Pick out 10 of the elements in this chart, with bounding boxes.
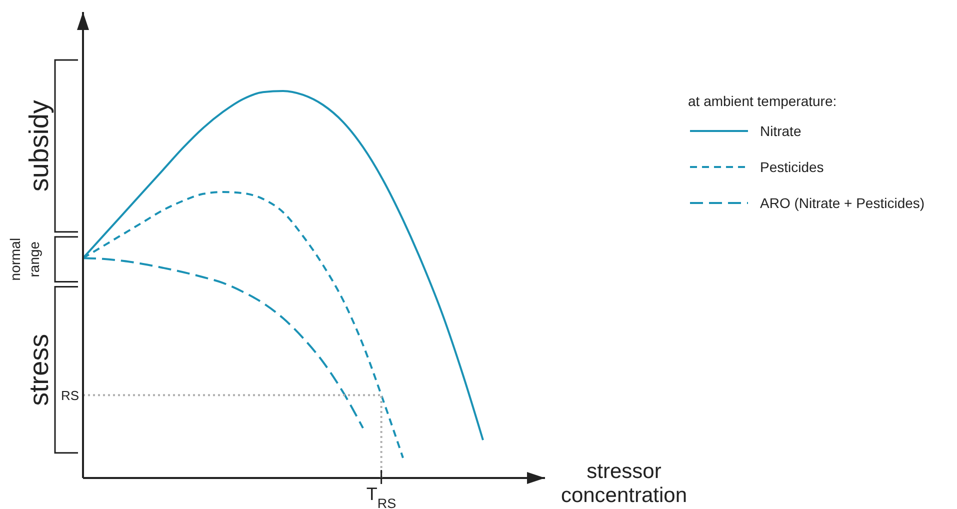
text: subsidy — [24, 100, 54, 192]
text: normal range — [7, 238, 42, 281]
legend-label: ARO (Nitrate + Pesticides) — [760, 195, 925, 211]
ref-line-label: RS — [60, 388, 80, 404]
text: stress — [24, 334, 54, 406]
legend-label: Nitrate — [760, 123, 802, 139]
legend-title: at ambient temperature: — [688, 93, 838, 109]
legend-label: Pesticides — [760, 159, 824, 175]
text: T$_{RS}$ — [366, 484, 396, 509]
x-axis-title: stressor concentration — [560, 460, 688, 508]
